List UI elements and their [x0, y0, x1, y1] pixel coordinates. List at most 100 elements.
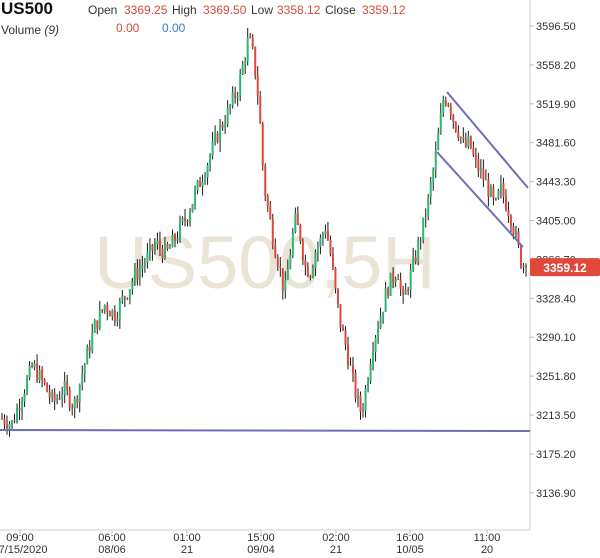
candle-body — [464, 138, 467, 147]
y-tick-label: 3175.20 — [536, 449, 576, 461]
candle-body — [499, 183, 502, 191]
candle-body — [346, 344, 349, 366]
x-tick-label-date: 07/15/2020 — [0, 544, 48, 556]
candle-body — [181, 218, 184, 222]
candle-body — [264, 165, 267, 196]
candle-body — [219, 124, 222, 143]
support-line[interactable] — [0, 429, 531, 432]
candle-body — [369, 364, 372, 382]
candle-body — [266, 195, 269, 206]
candle-body — [286, 268, 289, 280]
candle-body — [153, 244, 156, 251]
candle-body — [41, 370, 44, 380]
candle-body — [108, 312, 111, 317]
candle-body — [444, 100, 447, 105]
candle-body — [236, 95, 239, 98]
candle-body — [143, 262, 146, 266]
candle-body — [66, 381, 69, 390]
candle-body — [186, 220, 189, 222]
candle-body — [206, 165, 209, 178]
candle-body — [417, 240, 420, 262]
y-tick-label: 3596.50 — [536, 21, 576, 33]
candle-body — [254, 46, 257, 77]
candle-body — [324, 230, 327, 235]
candle-body — [231, 92, 234, 106]
candle-body — [229, 105, 232, 108]
candle-body — [359, 395, 362, 412]
candle-body — [179, 221, 182, 239]
candle-body — [244, 60, 247, 65]
candle-body — [46, 383, 49, 392]
candle-body — [437, 133, 440, 150]
candle-body — [492, 186, 495, 199]
candle-body — [457, 131, 460, 138]
candle-body — [21, 401, 24, 411]
candle-body — [166, 243, 169, 249]
candle-body — [502, 183, 505, 197]
last-price-label: 3359.12 — [543, 261, 587, 275]
candle-body — [234, 92, 237, 98]
candle-body — [512, 226, 515, 235]
candle-body — [429, 182, 432, 197]
candle-body — [106, 305, 109, 313]
candle-body — [311, 267, 314, 278]
candle-body — [321, 234, 324, 238]
candle-body — [123, 296, 126, 299]
candle-body — [173, 234, 176, 241]
candle-body — [394, 279, 397, 283]
candle-body — [88, 347, 91, 352]
candle-body — [103, 305, 106, 311]
candle-body — [279, 266, 282, 268]
candle-body — [26, 377, 29, 394]
last-price-tag — [530, 258, 600, 277]
candle-body — [196, 180, 199, 191]
candle-body — [326, 230, 329, 240]
candle-body — [525, 265, 527, 268]
candle-body — [419, 240, 422, 242]
open-value: 3369.25 — [124, 3, 168, 17]
candle-body — [387, 288, 390, 296]
candle-body — [36, 363, 39, 381]
candle-body — [339, 304, 342, 328]
candle-body — [18, 408, 21, 411]
candle-body — [96, 320, 99, 329]
candle-body — [33, 363, 36, 367]
watermark: US500,5H — [94, 221, 435, 304]
candle-body — [71, 407, 74, 409]
candle-body — [121, 296, 124, 302]
candle-body — [372, 351, 375, 365]
candle-body — [261, 123, 264, 166]
candle-body — [256, 76, 259, 97]
candle-body — [424, 216, 427, 218]
candle-body — [462, 137, 465, 139]
candle-body — [334, 268, 337, 289]
candle-body — [241, 64, 244, 75]
volume-indicator-label: Volume (9) — [1, 23, 59, 37]
candle-body — [352, 365, 355, 373]
y-tick-label: 3558.20 — [536, 60, 576, 72]
channel-trendline[interactable] — [436, 151, 524, 248]
candle-body — [469, 136, 472, 148]
x-tick-label-time: 11:00 — [474, 532, 501, 544]
candle-body — [427, 196, 430, 217]
candle-body — [239, 74, 242, 96]
candle-body — [434, 149, 437, 171]
candle-body — [504, 196, 507, 210]
candle-body — [23, 393, 26, 402]
low-label: Low — [251, 3, 274, 17]
candle-body — [16, 408, 19, 422]
close-value: 3359.12 — [362, 3, 406, 17]
candle-body — [199, 180, 202, 187]
volume-label: Volume — [1, 23, 42, 37]
x-tick-label-date: 21 — [330, 544, 342, 556]
candle-body — [93, 320, 96, 333]
candle-body — [168, 247, 171, 249]
channel-trendline[interactable] — [446, 91, 529, 189]
candle-body — [249, 37, 252, 39]
candle-body — [138, 268, 141, 279]
candle-body — [409, 269, 412, 291]
candle-body — [482, 168, 485, 180]
candle-body — [494, 198, 497, 200]
candles — [1, 28, 527, 437]
